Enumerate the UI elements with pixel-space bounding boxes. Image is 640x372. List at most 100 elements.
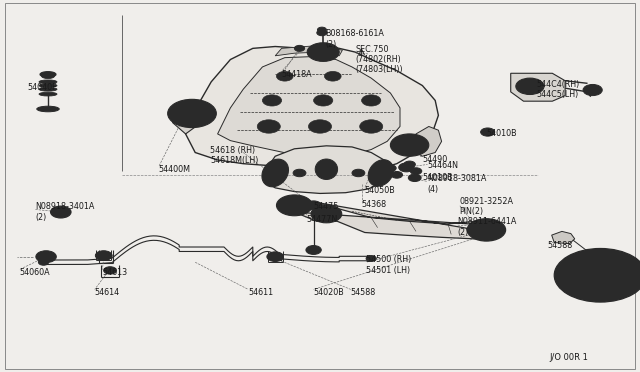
Text: 54614: 54614 [95,288,120,296]
Circle shape [484,130,492,134]
Circle shape [402,140,415,147]
Text: 54618 (RH)
54618M(LH): 54618 (RH) 54618M(LH) [210,146,259,165]
Text: 54060A: 54060A [19,268,50,277]
Ellipse shape [39,92,57,96]
Circle shape [100,253,108,258]
Circle shape [308,120,332,133]
Circle shape [297,47,302,50]
Circle shape [102,254,106,257]
Circle shape [271,254,279,259]
Circle shape [306,246,321,254]
Circle shape [306,201,321,210]
Text: N08918-3401A
(2): N08918-3401A (2) [35,202,95,222]
Circle shape [319,31,324,34]
Ellipse shape [390,134,429,156]
Text: 54611: 54611 [248,288,273,296]
Text: J/O 00R 1: J/O 00R 1 [549,353,588,362]
Polygon shape [170,102,205,134]
Circle shape [394,173,400,177]
Ellipse shape [406,143,413,147]
Circle shape [41,254,51,260]
Text: 54500 (RH)
54501 (LH): 54500 (RH) 54501 (LH) [366,255,412,275]
Text: 54477N: 54477N [306,215,337,224]
Circle shape [404,166,408,168]
Circle shape [257,120,280,133]
Ellipse shape [291,203,298,208]
Circle shape [99,252,112,260]
Ellipse shape [39,80,57,84]
Text: 54464N: 54464N [428,161,458,170]
Ellipse shape [262,159,289,187]
Ellipse shape [323,212,330,216]
Circle shape [312,249,316,251]
Circle shape [362,95,381,106]
Text: 54040F: 54040F [27,83,56,92]
Circle shape [51,206,71,218]
Circle shape [310,203,317,208]
Circle shape [296,171,303,175]
Text: 54020B: 54020B [314,288,344,296]
Text: 54588: 54588 [351,288,376,296]
Circle shape [593,271,608,280]
Circle shape [271,254,280,259]
Text: 544C4(RH)
544C5(LH): 544C4(RH) 544C5(LH) [536,80,580,99]
Ellipse shape [276,195,312,216]
Text: 54475: 54475 [314,202,339,211]
Circle shape [388,166,393,170]
Circle shape [262,95,282,106]
Circle shape [312,204,316,206]
Circle shape [360,120,383,133]
Ellipse shape [39,87,57,91]
Ellipse shape [269,166,282,180]
Circle shape [412,176,418,180]
Circle shape [103,254,108,257]
Ellipse shape [42,74,54,78]
Text: 54010B: 54010B [486,129,517,138]
Circle shape [108,269,113,272]
Circle shape [588,87,597,93]
Text: 54588: 54588 [548,241,573,250]
Circle shape [310,248,317,252]
Ellipse shape [36,106,60,112]
Text: 54400M: 54400M [159,165,191,174]
Text: 54050B: 54050B [365,186,396,195]
Polygon shape [275,45,342,56]
Circle shape [481,128,495,136]
Ellipse shape [320,50,326,54]
Circle shape [267,252,284,262]
Circle shape [407,163,413,166]
Circle shape [38,259,49,265]
Circle shape [109,270,111,271]
Circle shape [475,223,498,237]
Text: 54368: 54368 [362,200,387,209]
Circle shape [565,255,636,296]
Circle shape [352,169,365,177]
Ellipse shape [40,71,56,77]
Circle shape [404,161,415,168]
Circle shape [355,171,362,175]
Ellipse shape [319,209,334,218]
Circle shape [183,112,189,115]
Circle shape [180,110,193,117]
Text: 54418A: 54418A [282,70,312,79]
Ellipse shape [527,85,532,88]
Circle shape [408,174,421,182]
Polygon shape [416,126,442,156]
Ellipse shape [285,200,303,211]
Text: 54010B: 54010B [422,173,453,182]
Circle shape [102,254,109,258]
Ellipse shape [307,43,339,61]
Circle shape [413,177,416,179]
Polygon shape [294,199,502,239]
Ellipse shape [311,205,342,223]
Circle shape [95,251,112,260]
Text: 54490: 54490 [422,155,447,164]
Ellipse shape [315,48,332,57]
Ellipse shape [400,140,419,151]
Ellipse shape [168,99,216,128]
Circle shape [104,267,116,274]
Circle shape [293,169,306,177]
Circle shape [481,227,492,233]
Circle shape [405,142,412,145]
Ellipse shape [375,166,387,180]
